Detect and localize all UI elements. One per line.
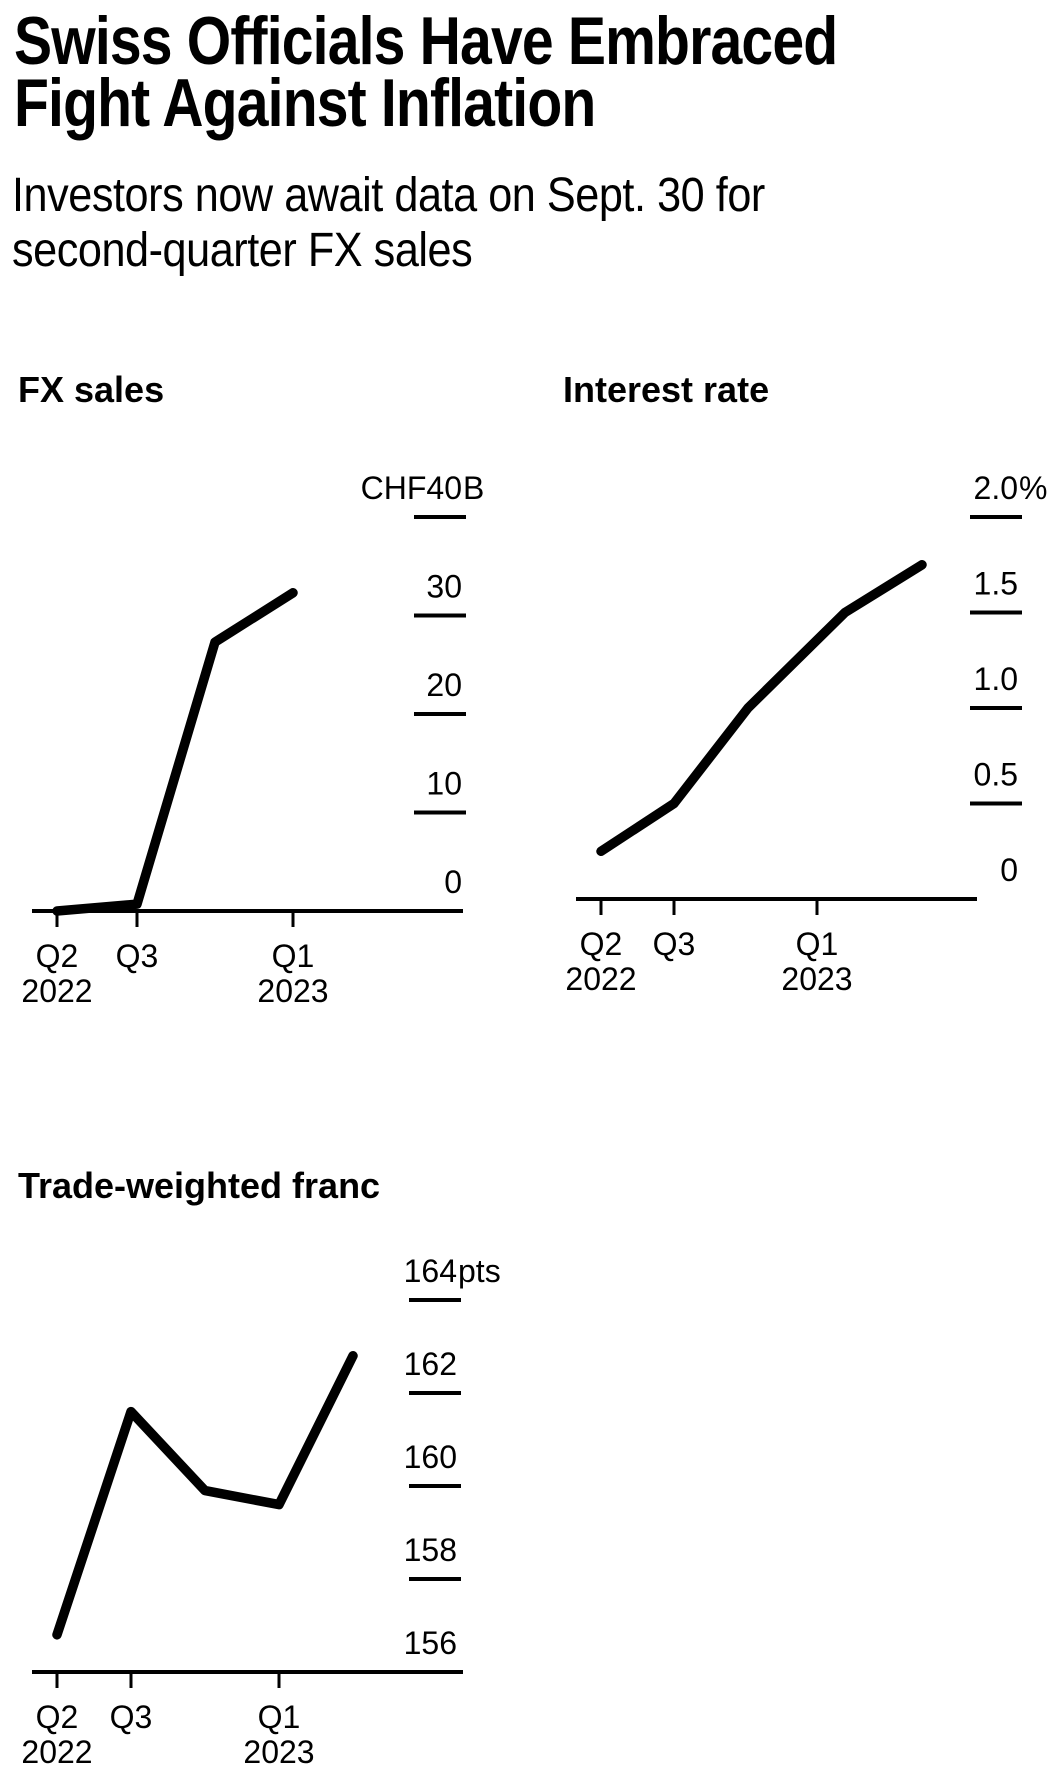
x-tick-label: Q1 (796, 926, 839, 962)
y-tick-label: 0 (444, 864, 462, 900)
y-unit-suffix: B (463, 470, 484, 506)
headline-line-1: Swiss Officials Have Embraced (14, 3, 838, 79)
x-tick-label: Q2 (36, 938, 79, 974)
subheadline-line-2: second-quarter FX sales (12, 224, 473, 277)
y-tick-label: 162 (404, 1346, 457, 1382)
y-unit-suffix: % (1019, 470, 1047, 506)
y-tick-label: 20 (426, 667, 462, 703)
chart-title: FX sales (18, 369, 164, 410)
x-tick-year: 2022 (21, 973, 92, 1009)
y-tick-label: CHF40 (361, 470, 462, 506)
y-tick-label: 0 (1000, 852, 1018, 888)
y-tick-label: 164 (404, 1253, 457, 1289)
headline: Swiss Officials Have Embraced Fight Agai… (14, 3, 994, 141)
x-tick-year: 2022 (21, 1734, 92, 1770)
y-tick-label: 10 (426, 766, 462, 802)
x-tick-label: Q3 (110, 1699, 153, 1735)
chart-title: Interest rate (563, 369, 769, 410)
x-tick-label: Q3 (653, 926, 696, 962)
y-tick-label: 2.0 (974, 470, 1018, 506)
series-line (52, 588, 298, 916)
y-tick-label: 158 (404, 1532, 457, 1568)
x-tick-label: Q3 (116, 938, 159, 974)
subheadline: Investors now await data on Sept. 30 for… (12, 168, 849, 278)
chart-title: Trade-weighted franc (18, 1165, 380, 1206)
x-tick-year: 2023 (243, 1734, 314, 1770)
chart-trade-weighted-franc: Trade-weighted franc 164 pts 162 160 158 156 Q2… (18, 1165, 501, 1770)
x-tick-year: 2023 (781, 961, 852, 997)
y-tick-label: 0.5 (974, 757, 1018, 793)
y-tick-label: 1.5 (974, 566, 1018, 602)
series-line (52, 1351, 358, 1640)
series-line (596, 560, 927, 857)
x-tick-label: Q2 (36, 1699, 79, 1735)
x-tick-label: Q1 (272, 938, 315, 974)
x-tick-label: Q1 (258, 1699, 301, 1735)
x-tick-label: Q2 (580, 926, 623, 962)
headline-line-2: Fight Against Inflation (14, 65, 596, 141)
subheadline-line-1: Investors now await data on Sept. 30 for (12, 169, 765, 222)
y-tick-label: 1.0 (974, 661, 1018, 697)
x-tick-year: 2022 (565, 961, 636, 997)
y-unit-suffix: pts (458, 1253, 501, 1289)
y-tick-label: 156 (404, 1625, 457, 1661)
x-tick-year: 2023 (257, 973, 328, 1009)
y-tick-label: 30 (426, 569, 462, 605)
y-tick-label: 160 (404, 1439, 457, 1475)
